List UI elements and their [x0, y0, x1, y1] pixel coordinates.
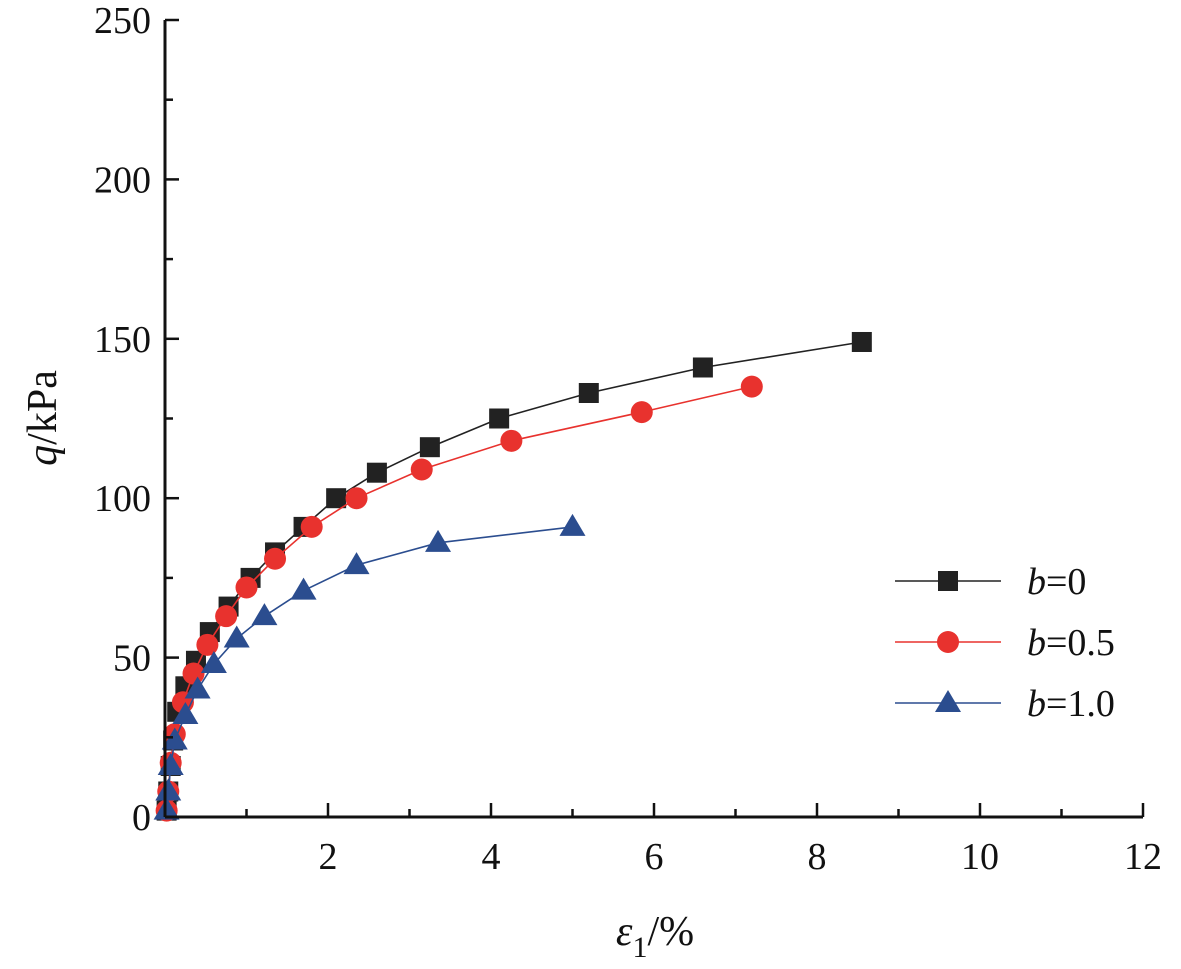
- legend: b=0 b=0.5 b=1.0: [895, 561, 1115, 725]
- legend-label: b=0.5: [1027, 622, 1115, 664]
- data-point: [182, 662, 205, 685]
- y-tick-label: 50: [113, 638, 151, 680]
- legend-marker: [935, 690, 961, 712]
- data-point: [692, 357, 713, 378]
- data-point: [153, 797, 180, 820]
- legend-label: b=0: [1027, 561, 1086, 603]
- legend-marker: [938, 571, 958, 591]
- series-1: [156, 331, 872, 821]
- data-point: [290, 577, 317, 600]
- data-point: [425, 529, 452, 552]
- data-point: [500, 429, 523, 452]
- data-point: [184, 676, 211, 699]
- data-point: [300, 515, 323, 538]
- x-tick-label: 2: [319, 836, 338, 878]
- data-point: [264, 547, 287, 570]
- x-tick-label: 12: [1124, 836, 1162, 878]
- data-point: [200, 650, 227, 673]
- y-axis-title: q/kPa: [20, 370, 66, 466]
- data-point: [251, 603, 278, 626]
- data-point: [343, 552, 370, 575]
- data-point: [155, 778, 182, 801]
- y-tick-label: 200: [94, 159, 151, 201]
- legend-marker: [937, 631, 959, 653]
- legend-item: b=0: [895, 561, 1086, 603]
- y-tick-label: 250: [94, 0, 151, 42]
- data-point: [559, 513, 586, 536]
- legend-item: b=0.5: [895, 622, 1115, 664]
- data-point: [161, 727, 188, 750]
- series-line: [165, 341, 862, 811]
- data-point: [172, 701, 199, 724]
- legend-label: b=1.0: [1027, 683, 1115, 725]
- plot-area: [153, 331, 872, 822]
- data-point: [366, 462, 387, 483]
- data-point: [326, 488, 347, 509]
- series-line: [165, 526, 573, 811]
- x-tick-label: 6: [645, 836, 664, 878]
- series-2: [155, 375, 763, 822]
- y-tick-label: 100: [94, 478, 151, 520]
- axes: 0 50 100 150 200 250 2 4 6 8 10 12: [94, 0, 1162, 878]
- x-tick-label: 4: [482, 836, 501, 878]
- x-tick-label: 8: [808, 836, 827, 878]
- data-point: [345, 487, 368, 510]
- data-point: [578, 382, 599, 403]
- x-tick-label: 10: [961, 836, 999, 878]
- legend-item: b=1.0: [895, 683, 1115, 725]
- data-point: [223, 625, 250, 648]
- y-tick-label: 150: [94, 319, 151, 361]
- data-point: [630, 401, 653, 424]
- y-tick-label: 0: [132, 797, 151, 839]
- data-point: [196, 633, 219, 656]
- series-line: [165, 385, 752, 811]
- data-point: [419, 437, 440, 458]
- series-3: [153, 513, 586, 820]
- data-point: [851, 331, 872, 352]
- x-axis-title: ε1/%: [616, 909, 694, 964]
- data-point: [215, 605, 238, 628]
- data-point: [740, 375, 763, 398]
- data-point: [489, 408, 510, 429]
- data-point: [410, 458, 433, 481]
- data-point: [235, 576, 258, 599]
